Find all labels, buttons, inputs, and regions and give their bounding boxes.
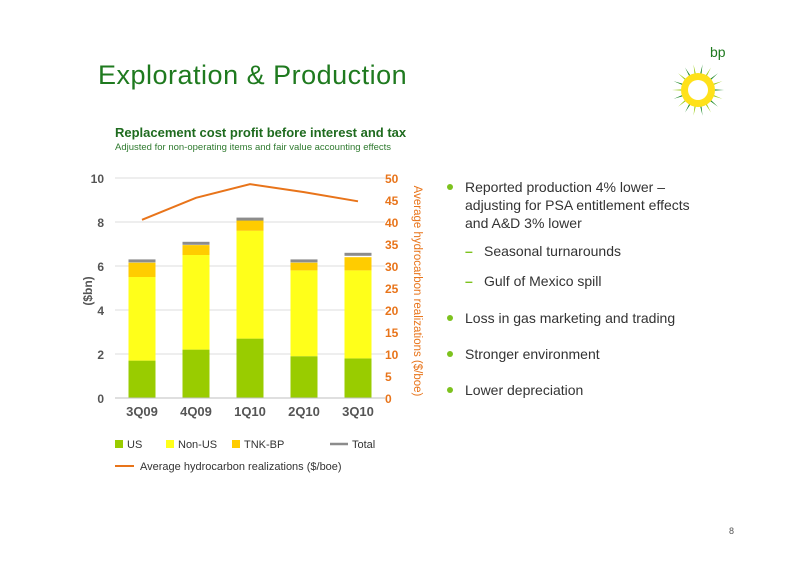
legend-label: TNK-BP xyxy=(244,439,284,451)
avg-realization-line xyxy=(141,183,359,221)
page-number: 8 xyxy=(729,526,735,536)
legend-swatch xyxy=(166,440,174,448)
y-tick-label: 4 xyxy=(97,304,104,318)
bar-us xyxy=(344,358,372,398)
bar-non-us xyxy=(236,230,264,339)
bar-non-us xyxy=(290,270,318,357)
x-tick-label: 3Q09 xyxy=(126,404,158,419)
bullet-item: Loss in gas marketing and trading xyxy=(446,309,716,327)
y2-tick-label: 5 xyxy=(385,370,392,384)
legend-label: Total xyxy=(352,439,375,451)
bullet-list: Reported production 4% lower – adjusting… xyxy=(446,178,716,399)
sub-bullet-item: Seasonal turnarounds xyxy=(446,242,716,260)
sub-bullet-item: Gulf of Mexico spill xyxy=(446,272,716,290)
bar-non-us xyxy=(128,277,156,361)
y-axis-label: ($bn) xyxy=(81,276,95,305)
helios-sunburst-icon xyxy=(672,64,724,116)
y2-tick-label: 50 xyxy=(385,172,399,186)
x-tick-label: 3Q10 xyxy=(342,404,374,419)
y-tick-label: 2 xyxy=(97,348,104,362)
bar-tnk-bp xyxy=(128,262,156,277)
chart-subtitle: Adjusted for non-operating items and fai… xyxy=(115,142,392,153)
bar-non-us xyxy=(182,255,210,350)
bp-helios-logo: bp xyxy=(672,44,726,116)
y2-tick-label: 10 xyxy=(385,348,399,362)
bar-total-marker xyxy=(182,241,210,245)
bar-total-marker xyxy=(290,259,318,263)
y2-tick-label: 0 xyxy=(385,392,392,406)
bar-us xyxy=(290,356,318,398)
bar-total-marker xyxy=(128,259,156,263)
bullet-item: Reported production 4% lower – adjusting… xyxy=(446,178,716,232)
bar-us xyxy=(182,349,210,398)
slide-title: Exploration & Production xyxy=(98,60,408,90)
y-tick-label: 6 xyxy=(97,260,104,274)
x-tick-label: 1Q10 xyxy=(234,404,266,419)
bar-tnk-bp xyxy=(182,245,210,255)
bar-us xyxy=(128,360,156,398)
y2-tick-label: 20 xyxy=(385,304,399,318)
y2-tick-label: 15 xyxy=(385,326,399,340)
legend-swatch xyxy=(115,440,123,448)
y-tick-label: 10 xyxy=(91,172,105,186)
bar-us xyxy=(236,338,264,398)
y2-axis-label: Average hydrocarbon realizations ($/boe) xyxy=(411,186,423,397)
bar-non-us xyxy=(344,270,372,359)
bar-total-marker xyxy=(236,217,264,221)
x-tick-label: 2Q10 xyxy=(288,404,320,419)
chart-title: Replacement cost profit before interest … xyxy=(115,125,407,140)
y-tick-label: 0 xyxy=(97,392,104,406)
y2-tick-label: 35 xyxy=(385,238,399,252)
legend-label: US xyxy=(127,439,142,451)
helios-core xyxy=(688,80,708,100)
bullet-item: Stronger environment xyxy=(446,345,716,363)
legend-label: Average hydrocarbon realizations ($/boe) xyxy=(140,461,342,473)
bar-tnk-bp xyxy=(290,262,318,271)
legend-label: Non-US xyxy=(178,439,217,451)
bar-tnk-bp xyxy=(344,257,372,271)
y2-tick-label: 30 xyxy=(385,260,399,274)
bp-logo-text: bp xyxy=(710,44,726,60)
y2-tick-label: 40 xyxy=(385,216,399,230)
y-tick-label: 8 xyxy=(97,216,104,230)
legend-swatch xyxy=(232,440,240,448)
bar-tnk-bp xyxy=(236,219,264,231)
x-tick-label: 4Q09 xyxy=(180,404,212,419)
y2-tick-label: 25 xyxy=(385,282,399,296)
bar-total-marker xyxy=(344,252,372,256)
bullet-item: Lower depreciation xyxy=(446,381,716,399)
y2-tick-label: 45 xyxy=(385,194,399,208)
